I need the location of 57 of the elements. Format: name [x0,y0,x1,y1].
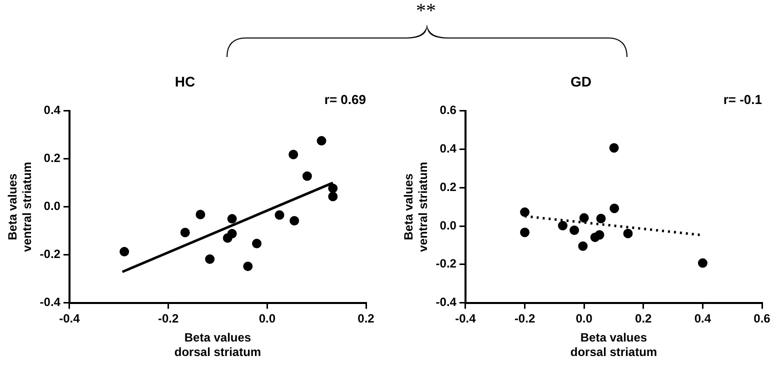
chart-title: HC [174,73,196,90]
y-tick-label: -0.2 [40,247,61,262]
point [288,150,298,160]
point [558,220,568,230]
y-tick-label: 0.2 [44,151,61,166]
point [227,214,237,224]
chart-title: GD [570,73,592,90]
y-axis-title: Beta values ventral striatum [402,162,430,252]
point [120,246,130,256]
point [578,241,588,251]
point [205,254,215,264]
x-tick-label: 0.0 [576,311,593,326]
x-tick-label: 0.0 [258,311,276,326]
y-tick-label: 0.0 [44,199,61,214]
point [698,258,708,268]
point [196,210,206,220]
point [328,184,338,194]
y-tick-label: 0.4 [440,142,457,156]
text: r= -0.1 [723,92,762,107]
point [596,214,606,224]
y-tick-label: 0.6 [440,103,457,118]
x-tick-label: -0.2 [158,311,179,326]
point [180,228,190,238]
x-axis-title: Beta values dorsal striatum [570,330,658,360]
point [609,143,619,153]
y-tick-label: 0.4 [44,103,61,118]
x-tick-label: -0.4 [455,311,476,326]
point [316,136,326,146]
y-axis-title: Beta values ventral striatum [6,162,34,252]
point [520,207,530,217]
point [328,192,338,202]
point [579,213,589,223]
point [222,233,232,243]
text: r= 0.69 [324,92,366,107]
y-tick-label: -0.2 [436,256,457,271]
point [252,238,262,248]
point [570,225,580,235]
point [623,228,633,238]
x-tick-label: 0.4 [694,311,712,326]
text: ** [415,0,437,23]
x-tick-label: 0.6 [754,311,771,326]
x-axis-title: Beta values dorsal striatum [174,330,262,360]
y-tick-label: 0.0 [440,218,457,232]
y-tick-label: -0.4 [436,295,457,310]
point [274,210,284,220]
x-tick-label: 0.2 [635,311,652,326]
point [594,230,604,240]
point [610,204,620,214]
y-tick-label: -0.4 [40,295,61,310]
x-tick-label: 0.2 [358,311,375,326]
x-tick-label: -0.4 [59,311,80,326]
x-tick-label: -0.2 [514,311,536,326]
point [243,262,253,272]
point [520,228,530,238]
y-tick-label: 0.2 [440,180,457,194]
point [290,216,300,226]
point [302,171,312,181]
